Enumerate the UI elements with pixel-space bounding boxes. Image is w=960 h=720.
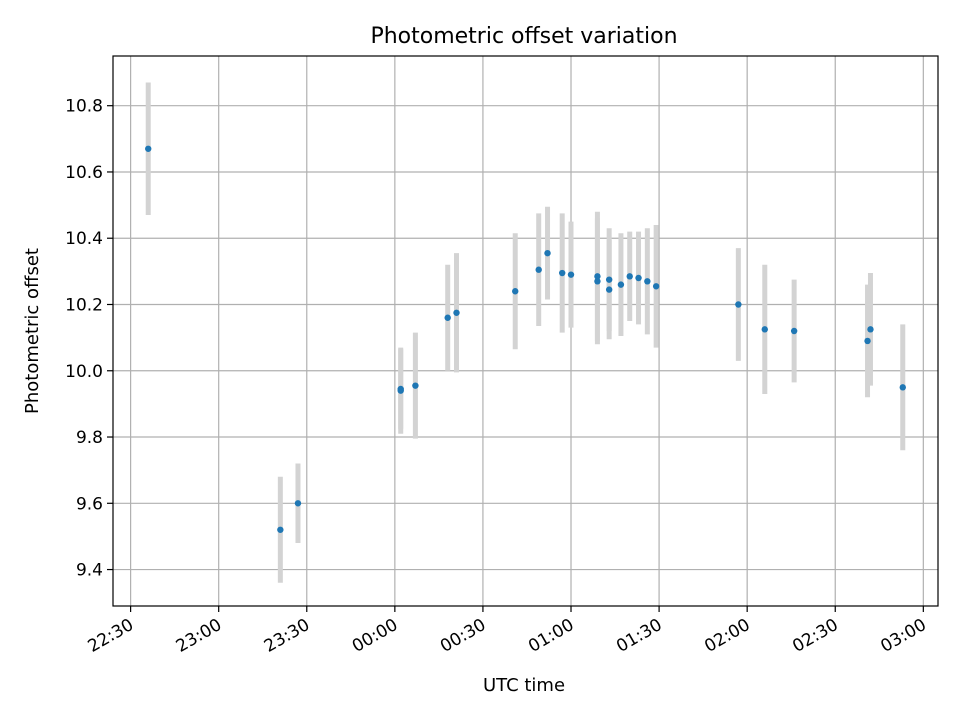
data-point — [605, 286, 613, 293]
data-point — [761, 326, 768, 333]
data-point — [867, 326, 874, 333]
y-tick-label: 10.2 — [65, 295, 103, 315]
data-point — [864, 337, 871, 345]
data-point — [294, 500, 302, 507]
data-point — [605, 276, 613, 283]
data-point — [453, 309, 460, 316]
y-tick-label: 10.8 — [65, 97, 103, 117]
data-point — [444, 314, 451, 321]
chart-title: Photometric offset variation — [370, 24, 677, 49]
y-axis-ticks: 9.4 9.6 9.8 10.0 10.2 10.4 10.6 10.8 — [65, 97, 113, 581]
data-point — [617, 281, 625, 288]
data-point — [512, 288, 519, 295]
data-point — [535, 266, 542, 273]
data-point — [558, 269, 566, 277]
data-point — [567, 271, 575, 278]
y-tick-label: 9.6 — [76, 494, 103, 514]
y-tick-label: 9.8 — [76, 428, 103, 448]
data-point — [594, 278, 601, 285]
data-point — [277, 526, 284, 533]
data-point — [397, 385, 404, 393]
data-point — [790, 327, 798, 335]
data-point — [594, 273, 601, 280]
data-point — [544, 249, 551, 257]
grid-lines — [113, 56, 938, 606]
plot-frame — [112, 55, 939, 607]
data-point — [644, 278, 651, 285]
y-tick-label: 9.4 — [76, 561, 103, 581]
data-point — [899, 384, 906, 391]
data-point — [145, 145, 152, 152]
x-axis-title: UTC time — [483, 675, 565, 696]
data-point — [412, 382, 419, 389]
y-tick-label: 10.0 — [65, 362, 103, 382]
y-tick-label: 10.6 — [65, 163, 103, 183]
data-point — [635, 274, 642, 282]
data-point — [626, 273, 633, 280]
data-points — [145, 145, 906, 533]
data-point — [735, 301, 742, 308]
y-axis-title: Photometric offset — [22, 248, 43, 414]
y-tick-label: 10.4 — [65, 229, 103, 249]
data-point — [652, 283, 660, 290]
